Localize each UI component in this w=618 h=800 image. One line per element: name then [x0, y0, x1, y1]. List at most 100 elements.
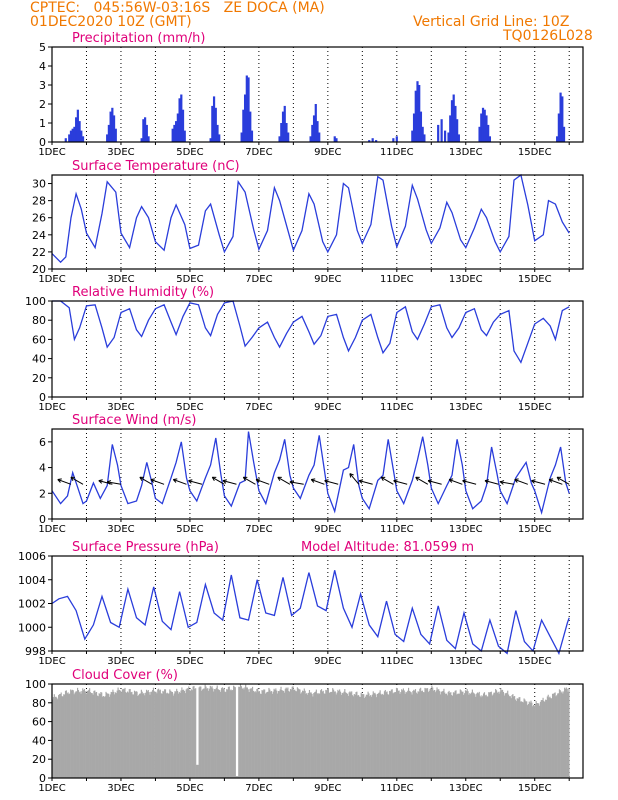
cloud-bar	[320, 689, 323, 778]
cloud-bar	[550, 698, 552, 778]
precip-bar	[140, 138, 143, 142]
cloud-bar	[548, 697, 550, 778]
cloud-bar	[309, 692, 311, 778]
cloud-bar	[425, 688, 427, 778]
cloud-bar	[276, 693, 279, 778]
precip-bar	[114, 128, 117, 142]
precip-bar	[449, 115, 452, 142]
cloud-bar	[407, 690, 409, 778]
wind-arrow-head	[531, 480, 535, 484]
x-tick-label: 9DEC	[314, 147, 341, 158]
cloud-bar	[195, 688, 197, 778]
cloud-bar	[330, 691, 332, 778]
cloud-bar	[181, 687, 183, 778]
cloud-bar	[212, 688, 214, 778]
cloud-bar	[144, 695, 146, 778]
cloud-bar	[137, 695, 139, 778]
cloud-bar	[301, 692, 303, 778]
precip-bar	[69, 130, 73, 142]
cloud-bar	[539, 705, 541, 778]
y-tick-label: 80	[32, 314, 46, 327]
wind-arrow-head	[222, 479, 227, 482]
cloud-bar	[251, 688, 253, 778]
precip-bar	[283, 105, 286, 142]
cloud-bar	[281, 690, 283, 778]
cloud-bar	[187, 688, 189, 778]
panel-title: Surface Pressure (hPa)	[72, 540, 219, 555]
x-tick-label: 7DEC	[245, 524, 272, 535]
cloud-bar	[232, 690, 234, 778]
cloud-bar	[183, 689, 185, 778]
cloud-bar	[253, 692, 255, 778]
cloud-bar	[395, 687, 398, 778]
cloud-bar	[67, 692, 69, 778]
cloud-bar	[56, 697, 58, 778]
cloud-bar	[533, 704, 535, 778]
cloud-bar	[296, 687, 298, 778]
wind-arrow	[514, 479, 529, 485]
cloud-bar	[214, 689, 216, 778]
cloud-bar	[368, 693, 370, 778]
cloud-bar	[64, 694, 66, 778]
header-date: 01DEC2020 10Z (GMT)	[30, 14, 192, 30]
precip-bar	[285, 123, 288, 142]
cloud-bar	[302, 691, 305, 778]
cloud-bar	[507, 690, 509, 778]
cloud-bar	[78, 692, 80, 778]
x-tick-label: 11DEC	[380, 274, 414, 285]
cloud-bar	[458, 693, 460, 778]
cloud-bar	[350, 692, 352, 778]
wind-arrow	[57, 479, 72, 485]
precip-bar	[280, 123, 283, 142]
cloud-bar	[170, 690, 172, 778]
y-tick-label: 2	[39, 98, 46, 111]
cloud-bar	[400, 692, 402, 778]
cloud-bar	[402, 688, 405, 778]
cloud-bar	[444, 692, 446, 778]
precip-bar	[109, 111, 112, 142]
cloud-bar	[244, 687, 246, 778]
cloud-bar	[214, 689, 217, 778]
cloud-bar	[536, 703, 538, 778]
cloud-bar	[560, 692, 562, 778]
cloud-bar	[83, 689, 86, 778]
precip-bar	[556, 136, 559, 142]
cloud-bar	[354, 694, 356, 778]
cloud-bar	[285, 687, 287, 778]
x-tick-label: 15DEC	[518, 274, 552, 285]
cloud-bar	[357, 695, 359, 778]
cloud-bar	[525, 701, 527, 778]
cloud-bar	[173, 693, 175, 778]
cloud-bar	[514, 696, 516, 778]
cloud-bar	[549, 696, 551, 778]
precip-bar	[183, 130, 186, 142]
x-tick-label: 1DEC	[38, 524, 65, 535]
cloud-bar	[220, 691, 222, 778]
cloud-bar	[366, 694, 368, 778]
cloud-bar	[145, 689, 148, 778]
cloud-bar	[500, 688, 502, 778]
cloud-bar	[538, 703, 540, 778]
wind-arrow-head	[173, 478, 178, 480]
cloud-bar	[258, 691, 261, 778]
precip-bar	[561, 96, 564, 142]
x-tick-label: 15DEC	[518, 524, 552, 535]
cloud-bar	[405, 691, 407, 778]
wind-arrow-head	[188, 479, 193, 482]
cloud-bar	[94, 690, 96, 778]
cloud-bar	[517, 698, 519, 778]
cloud-bar	[139, 693, 141, 778]
x-tick-label: 5DEC	[176, 274, 203, 285]
cloud-bar	[509, 696, 511, 778]
cloud-bar	[524, 699, 526, 778]
precip-bar	[411, 130, 414, 142]
cloud-bar	[174, 691, 176, 778]
cloud-bar	[526, 701, 528, 778]
cloud-bar	[57, 699, 59, 778]
cloud-bar	[489, 692, 492, 778]
cloud-bar	[395, 692, 397, 778]
cloud-bar	[385, 692, 387, 778]
cloud-bar	[315, 689, 317, 778]
precip-bar	[437, 124, 440, 142]
cloud-bar	[306, 692, 308, 778]
